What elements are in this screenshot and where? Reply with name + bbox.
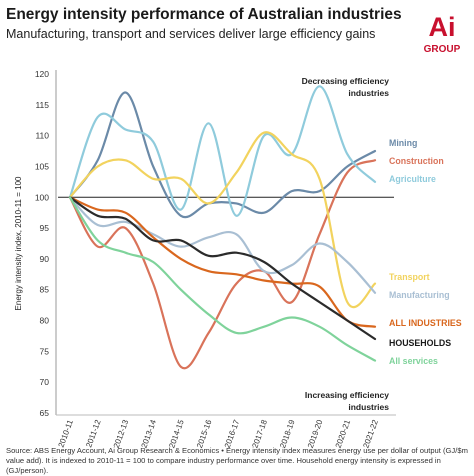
series-line-households <box>68 196 377 341</box>
series-label-manufacturing: Manufacturing <box>389 290 450 300</box>
series-line-transport <box>68 131 377 309</box>
x-tick-label: 2020-21 <box>334 418 353 449</box>
x-tick-label: 2019-20 <box>306 418 325 449</box>
y-tick-label: 115 <box>35 100 49 110</box>
chart-title: Energy intensity performance of Australi… <box>6 6 402 23</box>
series-label-mining: Mining <box>389 138 417 148</box>
series-line-mining <box>68 91 377 219</box>
series-line-agriculture <box>68 85 377 217</box>
series-label-construction: Construction <box>389 156 444 166</box>
y-tick-label: 110 <box>35 131 49 141</box>
y-tick-label: 85 <box>40 285 50 295</box>
series-label-agriculture: Agriculture <box>389 174 436 184</box>
x-tick-label: 2015-16 <box>195 418 214 449</box>
x-tick-label: 2017-18 <box>250 418 269 449</box>
annotation-bottom-line2: industries <box>348 402 389 412</box>
series-label-all-services: All services <box>389 356 438 366</box>
logo-text: GROUP <box>424 44 461 55</box>
y-tick-label: 75 <box>40 346 50 356</box>
series-line-manufacturing <box>68 196 377 294</box>
series-label-transport: Transport <box>389 272 430 282</box>
y-tick-label: 100 <box>35 192 49 202</box>
logo-mark: Ai <box>429 12 456 42</box>
ai-group-logo: Ai GROUP <box>424 12 461 55</box>
series-label-all-industries: ALL INDUSTRIES <box>389 318 462 328</box>
series-label-households: HOUSEHOLDS <box>389 338 451 348</box>
source-note: Source: ABS Energy Account, Ai Group Res… <box>6 446 468 475</box>
y-tick-label: 70 <box>40 377 50 387</box>
y-tick-label: 95 <box>40 223 50 233</box>
annotation-top-line2: industries <box>348 88 389 98</box>
series-line-construction <box>68 159 377 370</box>
x-tick-label: 2014-15 <box>167 418 186 449</box>
y-tick-label: 120 <box>35 69 49 79</box>
y-tick-label: 65 <box>40 408 50 418</box>
y-tick-label: 105 <box>35 161 49 171</box>
x-tick-label: 2021-22 <box>361 418 380 449</box>
x-tick-label: 2018-19 <box>278 418 297 449</box>
series-line-all-industries <box>68 196 377 328</box>
x-tick-label: 2013-14 <box>140 418 159 449</box>
annotation-bottom-line1: Increasing efficiency <box>305 390 389 400</box>
x-tick-label: 2011-12 <box>84 418 102 449</box>
x-tick-label: 2016-17 <box>223 418 242 449</box>
annotation-top-line1: Decreasing efficiency <box>302 76 390 86</box>
y-tick-label: 90 <box>40 254 50 264</box>
x-tick-label: 2010-11 <box>57 418 75 449</box>
y-tick-label: 80 <box>40 316 50 326</box>
series-line-all-services <box>68 196 377 362</box>
x-tick-label: 2012-13 <box>112 418 131 449</box>
chart-subtitle: Manufacturing, transport and services de… <box>6 27 376 41</box>
y-axis-label: Energy intensity index, 2010-11 = 100 <box>14 176 23 310</box>
